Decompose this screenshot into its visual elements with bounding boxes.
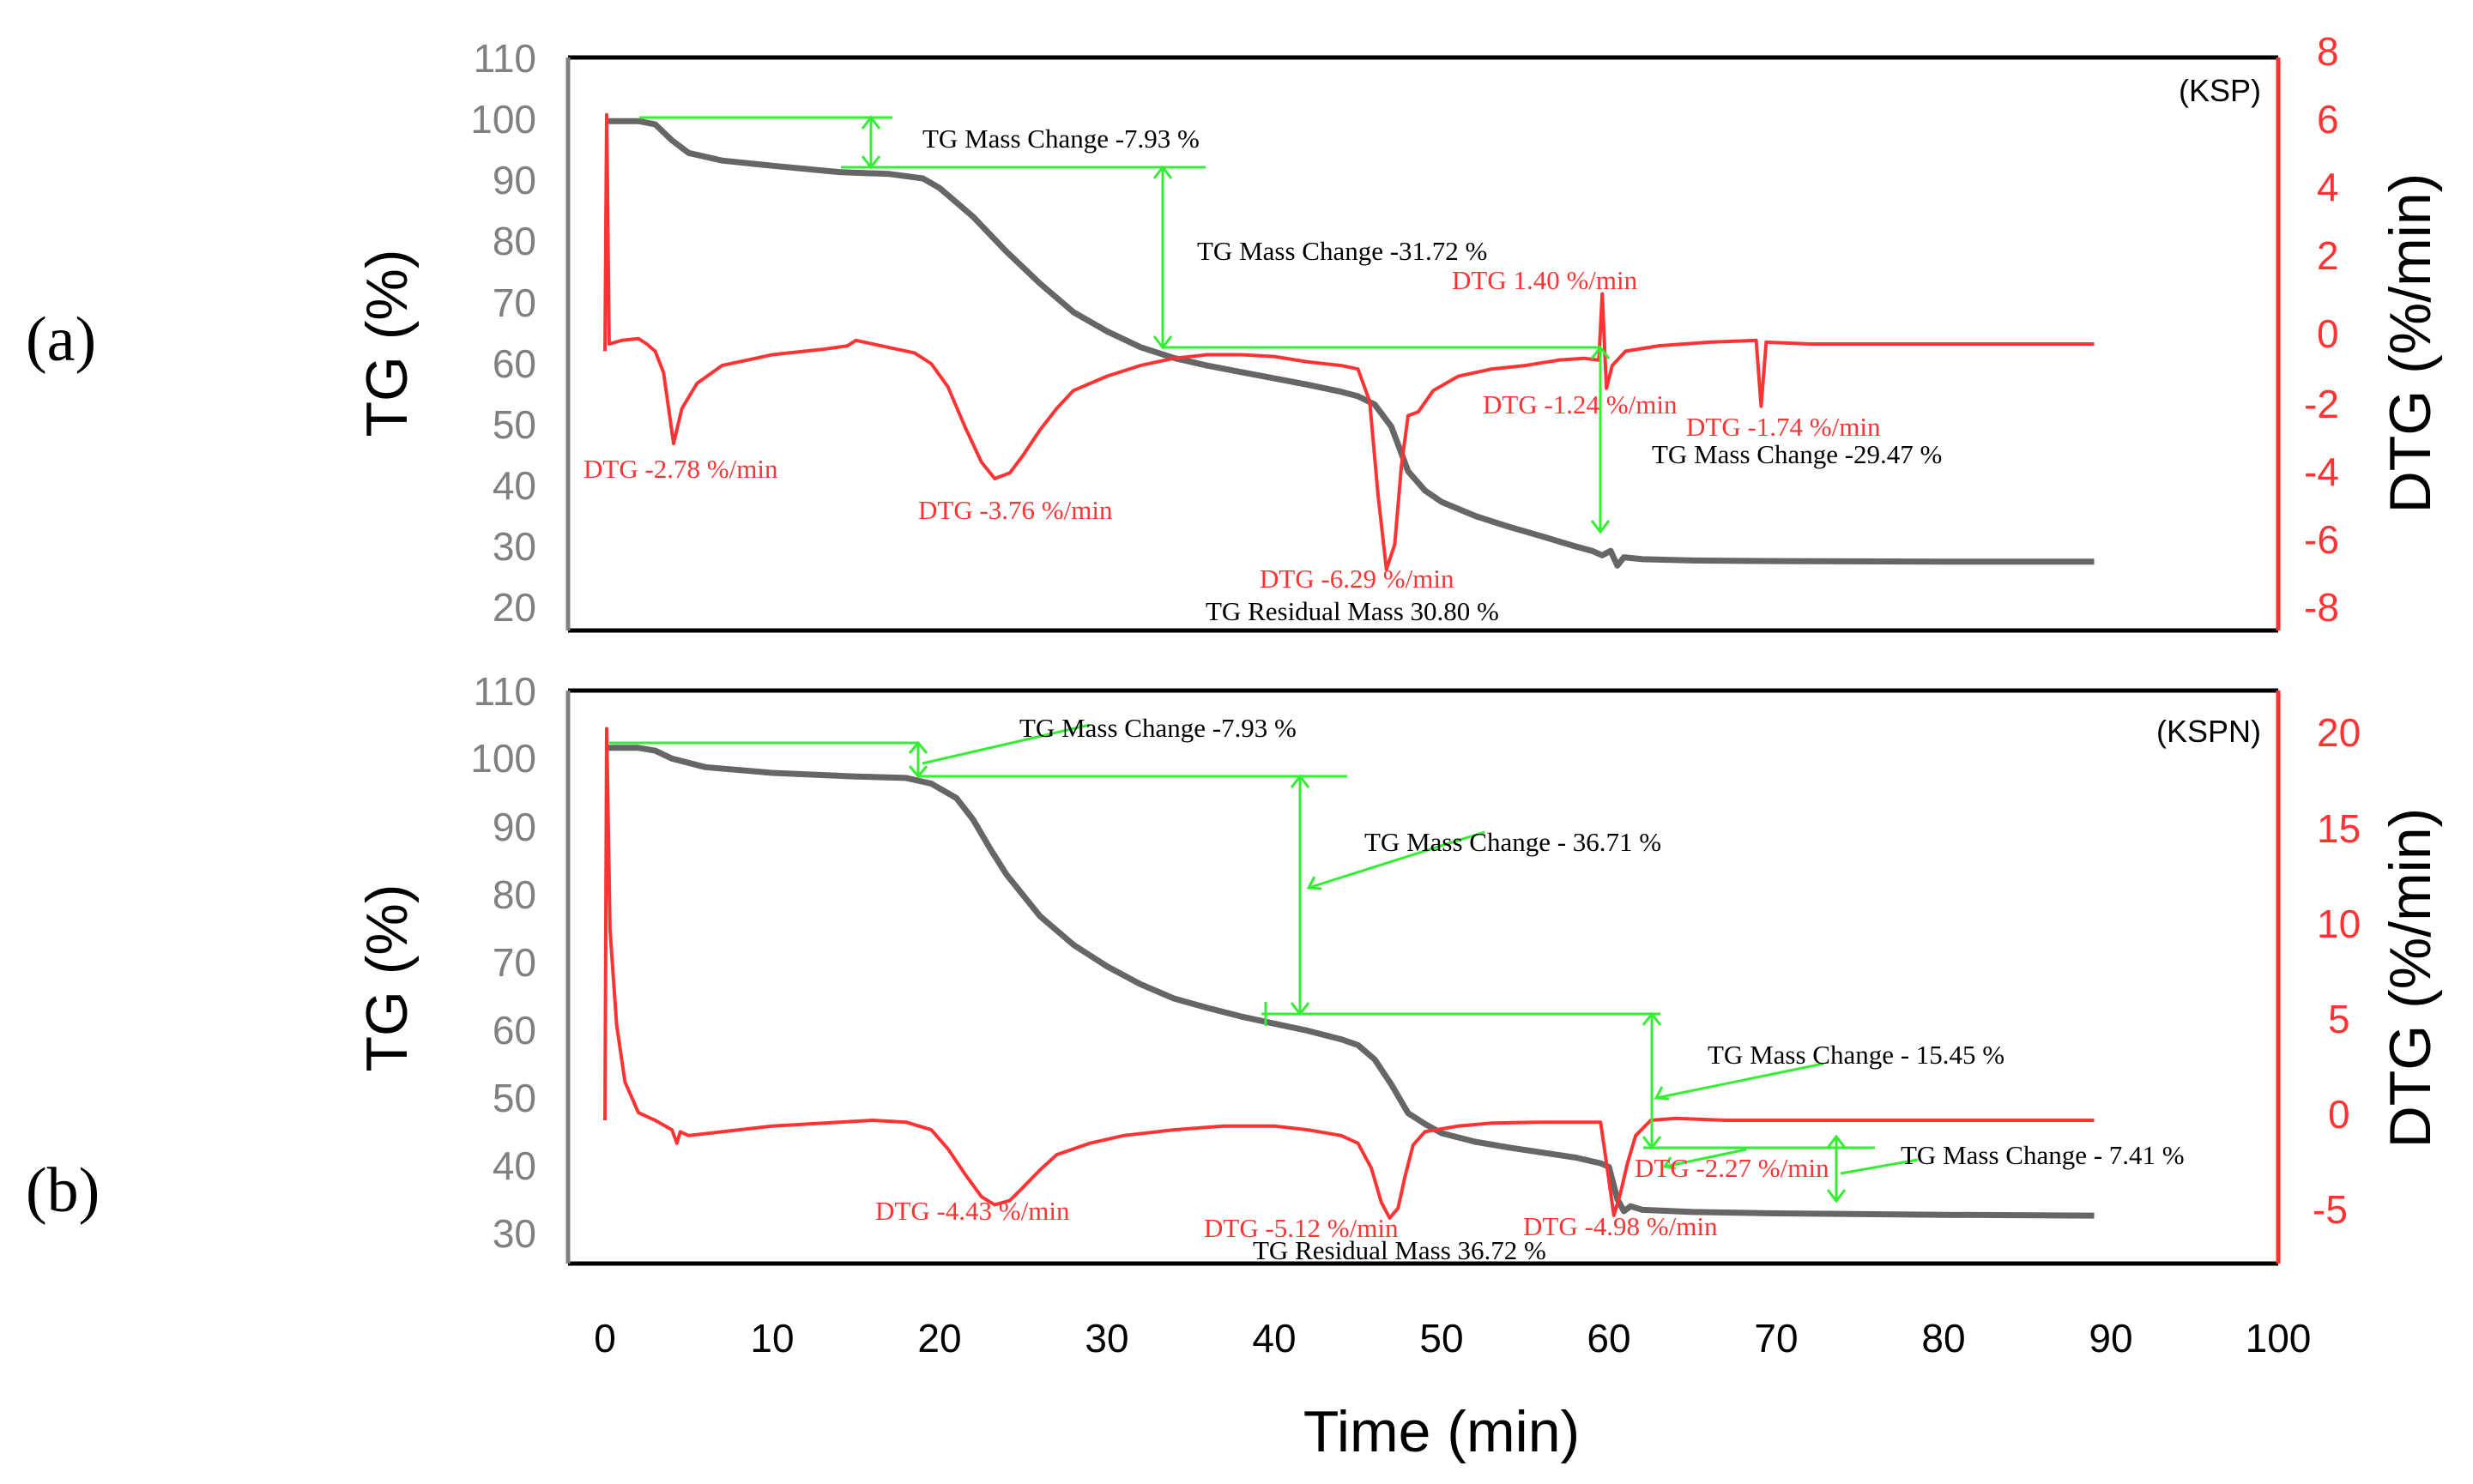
panel-a-dtg-peak-6: DTG -1.74 %/min: [1686, 412, 1881, 442]
panel-b-y-tick: 70: [493, 940, 536, 985]
x-tick: 50: [1419, 1316, 1463, 1360]
panel-a-y-tick: 90: [493, 158, 536, 202]
panel-b-dtg-peak-1: DTG -4.43 %/min: [875, 1196, 1070, 1226]
panel-b-y-tick: 50: [493, 1076, 536, 1120]
panel-b: 110 100 90 80 70 60 50 40 30 20 15 10 5 …: [26, 669, 2443, 1266]
x-tick: 60: [1587, 1316, 1630, 1360]
panel-b-y-axis-title: TG (%): [354, 884, 420, 1071]
panel-a-dtg-curve: [603, 112, 2095, 571]
x-axis-ticks: 0 10 20 30 40 50 60 70 80 90 100: [594, 1316, 2311, 1360]
panel-b-y-tick: 90: [493, 805, 536, 849]
panel-a-y2-tick: -8: [2304, 585, 2339, 630]
panel-b-dtg-curve: [603, 727, 2095, 1220]
panel-b-y2-axis-title: DTG (%/min): [2378, 808, 2443, 1149]
x-tick: 90: [2089, 1316, 2132, 1360]
panel-b-dtg-peak-3: DTG -4.98 %/min: [1523, 1211, 1718, 1241]
panel-b-y-tick: 40: [493, 1143, 536, 1188]
panel-b-y2-tick: 10: [2317, 902, 2361, 946]
panel-b-label: (b): [26, 1155, 100, 1226]
panel-b-y2-tick: 20: [2317, 710, 2361, 755]
panel-a: 110 100 90 80 70 60 50 40 30 20 8 6 4 2 …: [26, 29, 2443, 633]
x-tick: 10: [750, 1316, 794, 1360]
x-tick: 80: [1921, 1316, 1965, 1360]
panel-a-series: [603, 112, 2095, 571]
panel-a-y2-axis-title: DTG (%/min): [2378, 173, 2443, 514]
x-tick: 20: [917, 1316, 961, 1360]
panel-a-y2-tick: 6: [2317, 97, 2339, 142]
panel-a-y2-tick: -4: [2304, 449, 2339, 494]
panel-a-dtg-peak-5: DTG -1.24 %/min: [1483, 389, 1678, 419]
panel-a-y2-tick: 8: [2317, 29, 2339, 74]
panel-a-mass-change-2: TG Mass Change -31.72 %: [1197, 236, 1487, 266]
panel-b-y-tick: 80: [493, 872, 536, 917]
panel-b-dtg-peak-2: DTG -5.12 %/min: [1204, 1213, 1399, 1243]
x-axis-title: Time (min): [1303, 1399, 1580, 1464]
panel-b-mass-change-2: TG Mass Change - 36.71 %: [1364, 827, 1661, 857]
x-tick: 30: [1085, 1316, 1128, 1360]
panel-b-series: [603, 727, 2095, 1220]
panel-a-dtg-peak-2: DTG -3.76 %/min: [918, 495, 1113, 525]
panel-a-mass-change-1: TG Mass Change -7.93 %: [922, 124, 1200, 154]
panel-a-y-tick: 40: [493, 463, 536, 508]
x-tick: 70: [1754, 1316, 1798, 1360]
panel-a-y2-tick: 2: [2317, 233, 2339, 278]
panel-b-mass-change-4: TG Mass Change - 7.41 %: [1901, 1140, 2185, 1170]
panel-b-y2-tick: -5: [2313, 1187, 2348, 1232]
panel-b-y-tick: 100: [470, 736, 536, 781]
panel-a-y-tick: 20: [493, 585, 536, 630]
panel-b-residual-mass: TG Residual Mass 36.72 %: [1253, 1235, 1546, 1265]
panel-a-y-tick: 30: [493, 524, 536, 569]
panel-a-y2-tick: -6: [2304, 517, 2339, 562]
panel-a-mass-change-3: TG Mass Change -29.47 %: [1652, 439, 1942, 469]
panel-a-y2-tick: 0: [2317, 311, 2339, 356]
panel-b-dtg-peak-4: DTG -2.27 %/min: [1635, 1153, 1829, 1183]
panel-a-label: (a): [26, 305, 96, 375]
panel-a-dtg-peak-4: DTG 1.40 %/min: [1452, 265, 1638, 295]
panel-a-y2-tick: -2: [2304, 382, 2339, 426]
panel-b-y-tick: 30: [493, 1211, 536, 1256]
panel-a-y-tick: 70: [493, 281, 536, 325]
panel-a-y-tick: 80: [493, 219, 536, 263]
x-tick: 0: [594, 1316, 616, 1360]
panel-a-dtg-peak-3: DTG -6.29 %/min: [1260, 564, 1454, 594]
panel-a-y-tick: 50: [493, 402, 536, 447]
panel-a-tg-curve: [605, 118, 2095, 569]
panel-a-mass-change-guides: [639, 115, 1611, 534]
x-tick: 100: [2246, 1316, 2312, 1360]
panel-a-y2-tick: 4: [2317, 165, 2339, 209]
panel-a-y-tick: 60: [493, 341, 536, 386]
panel-a-y-tick: 110: [474, 36, 536, 81]
panel-b-mass-change-3: TG Mass Change - 15.45 %: [1708, 1040, 2004, 1070]
panel-a-sample-tag: (KSP): [2179, 73, 2261, 108]
panel-b-y-tick: 110: [474, 669, 536, 714]
panel-b-y2-tick: 15: [2317, 806, 2361, 851]
panel-b-y2-tick: 0: [2328, 1092, 2350, 1137]
panel-a-dtg-peak-1: DTG -2.78 %/min: [583, 454, 778, 484]
panel-a-y-axis-title: TG (%): [354, 249, 420, 437]
panel-a-y-tick: 100: [470, 97, 536, 142]
panel-b-mass-change-1: TG Mass Change -7.93 %: [1019, 713, 1297, 743]
panel-b-y-tick: 60: [493, 1008, 536, 1053]
x-tick: 40: [1252, 1316, 1296, 1360]
panel-b-tg-curve: [605, 745, 2095, 1219]
panel-b-sample-tag: (KSPN): [2156, 714, 2261, 749]
panel-b-mass-change-guides: [609, 723, 1919, 1203]
panel-a-residual-mass: TG Residual Mass 30.80 %: [1206, 596, 1499, 626]
panel-b-y2-tick: 5: [2328, 997, 2350, 1041]
